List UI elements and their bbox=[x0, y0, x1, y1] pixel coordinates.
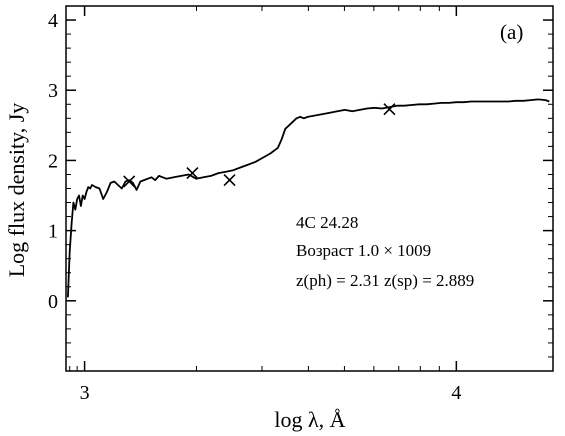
axis-ticks bbox=[66, 5, 553, 371]
y-tick-label: 1 bbox=[48, 221, 58, 243]
panel-label: (a) bbox=[500, 20, 523, 44]
age-label: Возраст 1.0 × 1009 bbox=[296, 241, 431, 260]
y-tick-label: 3 bbox=[48, 80, 58, 102]
redshift-label: z(ph) = 2.31 z(sp) = 2.889 bbox=[296, 271, 474, 290]
object-name: 4C 24.28 bbox=[296, 213, 358, 232]
photometry-marker bbox=[123, 175, 136, 188]
x-axis-label: log λ, Å bbox=[274, 407, 345, 432]
sed-series-line bbox=[67, 98, 550, 298]
photometry-marker bbox=[223, 174, 236, 187]
series-layer bbox=[67, 98, 550, 298]
y-tick-label: 0 bbox=[48, 291, 58, 313]
x-tick-label: 3 bbox=[80, 382, 90, 404]
y-tick-label: 4 bbox=[48, 10, 58, 32]
photometry-marker bbox=[186, 166, 199, 180]
marker-layer bbox=[123, 103, 396, 188]
x-tick-label: 4 bbox=[451, 382, 461, 404]
plot-frame bbox=[65, 5, 554, 372]
photometry-marker bbox=[383, 103, 396, 116]
y-axis-label: Log flux density, Jy bbox=[4, 103, 29, 278]
y-tick-label: 2 bbox=[48, 150, 58, 172]
tick-labels: 0 1 2 3 4 3 4 bbox=[48, 10, 461, 404]
plot-area-border bbox=[65, 5, 554, 372]
